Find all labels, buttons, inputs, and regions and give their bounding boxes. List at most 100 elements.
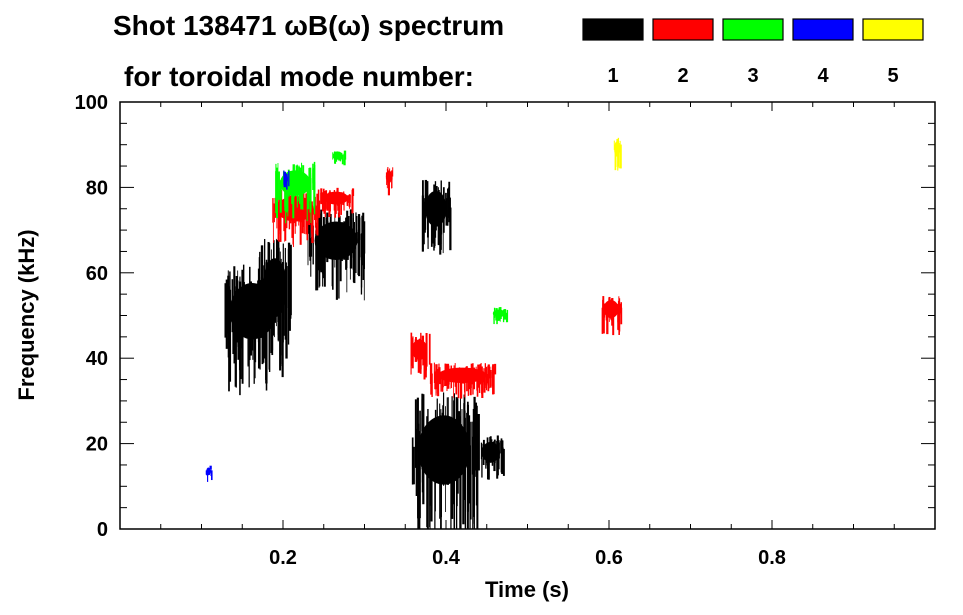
spectrum-streak [298, 167, 301, 185]
spectrum-streak [317, 197, 319, 222]
spectrum-streak [619, 144, 622, 169]
spectrum-streak [470, 421, 472, 520]
spectrum-streak [497, 312, 499, 321]
spectrum-streak [612, 305, 615, 336]
spectrum-streak [320, 209, 323, 273]
spectrum-streak [328, 196, 331, 217]
series-n=5 [613, 137, 622, 171]
spectrum-streak [351, 188, 355, 197]
x-axis: 0.2 0.4 0.6 0.8 [160, 102, 895, 569]
spectrum-region [275, 161, 316, 224]
spectrum-streak [267, 241, 270, 282]
spectrum-streak [428, 333, 431, 365]
spectrum-streak [239, 276, 241, 308]
spectrum-region [429, 362, 497, 399]
spectrum-streak [259, 280, 262, 338]
spectrum-streak [601, 307, 604, 334]
spectrum-streak [438, 363, 440, 383]
spectrum-streak [470, 363, 473, 385]
spectrum-streak [440, 375, 442, 392]
spectrum-streak [410, 338, 414, 360]
spectrum-streak [493, 307, 496, 318]
spectrum-streak [302, 165, 305, 189]
series-n=1 [224, 179, 505, 529]
spectrum-streak [283, 281, 285, 336]
spectrum-streak [279, 180, 282, 213]
spectrum-streak [424, 348, 426, 372]
spectrum-streak [422, 394, 425, 505]
spectrum-streak [501, 440, 504, 475]
spectrum-streak [391, 171, 393, 180]
spectrum-streak [278, 171, 280, 200]
spectrum-streak [336, 191, 338, 206]
spectrum-streak [491, 442, 494, 466]
chart-title-line1: Shot 138471 ωB(ω) spectrum [113, 10, 504, 41]
spectrum-streak [316, 207, 318, 227]
spectrum-streak [281, 284, 283, 367]
spectrum-streak [232, 306, 235, 355]
spectrum-streak [495, 308, 498, 316]
spectrum-streak [262, 307, 265, 363]
spectrum-streak [323, 235, 325, 260]
spectrum-streak [503, 309, 507, 320]
spectrum-streak [433, 184, 436, 219]
spectrum-streak [468, 415, 471, 489]
spectrum-streak [341, 154, 344, 165]
spectrum-streak [357, 214, 361, 261]
spectrum-region [224, 264, 284, 396]
spectrum-streak [209, 465, 212, 470]
spectrum-streak [303, 204, 305, 234]
spectrum-streak [412, 437, 414, 485]
spectrum-streak [472, 369, 474, 395]
spectrum-streak [451, 396, 453, 506]
spectrum-streak [299, 202, 302, 245]
spectrum-streak [615, 145, 617, 166]
spectrum-streak [608, 299, 610, 322]
spectrum-streak [333, 194, 336, 211]
spectrum-streak [442, 202, 444, 254]
spectrum-streak [323, 195, 326, 207]
spectrum-streak [431, 373, 433, 397]
spectrum-streak [235, 306, 237, 388]
spectrum-streak [252, 294, 254, 360]
spectrum-streak [297, 175, 300, 195]
spectrum-streak [346, 196, 349, 206]
spectrum-streak [429, 437, 431, 483]
spectrum-streak [448, 181, 451, 223]
spectrum-streak [459, 374, 463, 399]
legend-label-mode-4: 4 [817, 65, 829, 87]
spectrum-streak [440, 409, 442, 498]
spectrum-streak [264, 238, 266, 321]
spectrum-streak [317, 230, 319, 291]
spectrum-streak [413, 446, 415, 485]
spectrum-streak [308, 168, 311, 202]
spectrum-streak [292, 167, 295, 194]
spectrum-streak [338, 153, 341, 159]
spectrum-streak [272, 203, 274, 243]
spectrum-streak [483, 368, 485, 385]
spectrum-streak [499, 311, 502, 320]
spectrum-streak [207, 469, 209, 482]
spectrum-streak [321, 227, 324, 274]
spectrum-streak [492, 364, 495, 375]
spectrum-streak [494, 441, 496, 459]
spectrum-region [385, 167, 394, 196]
spectrum-streak [318, 200, 321, 218]
spectrum-streak [422, 344, 424, 366]
spectrum-streak [463, 394, 466, 486]
spectrum-streak [444, 371, 447, 387]
spectrum-streak [603, 303, 606, 318]
spectrum-streak [602, 296, 605, 320]
spectrum-streak [260, 245, 264, 298]
spectrum-streak [426, 416, 429, 528]
spectrum-streak [498, 441, 499, 476]
spectrum-streak [251, 286, 254, 324]
spectrum-region [613, 137, 622, 171]
spectrum-streak [342, 193, 344, 206]
spectrum-streak [430, 371, 432, 395]
legend-label-mode-5: 5 [887, 65, 898, 87]
spectrum-streak [451, 365, 453, 389]
spectrum-streak [426, 181, 429, 211]
spectrum-streak [495, 308, 497, 315]
legend-swatch-mode-3 [722, 18, 784, 41]
